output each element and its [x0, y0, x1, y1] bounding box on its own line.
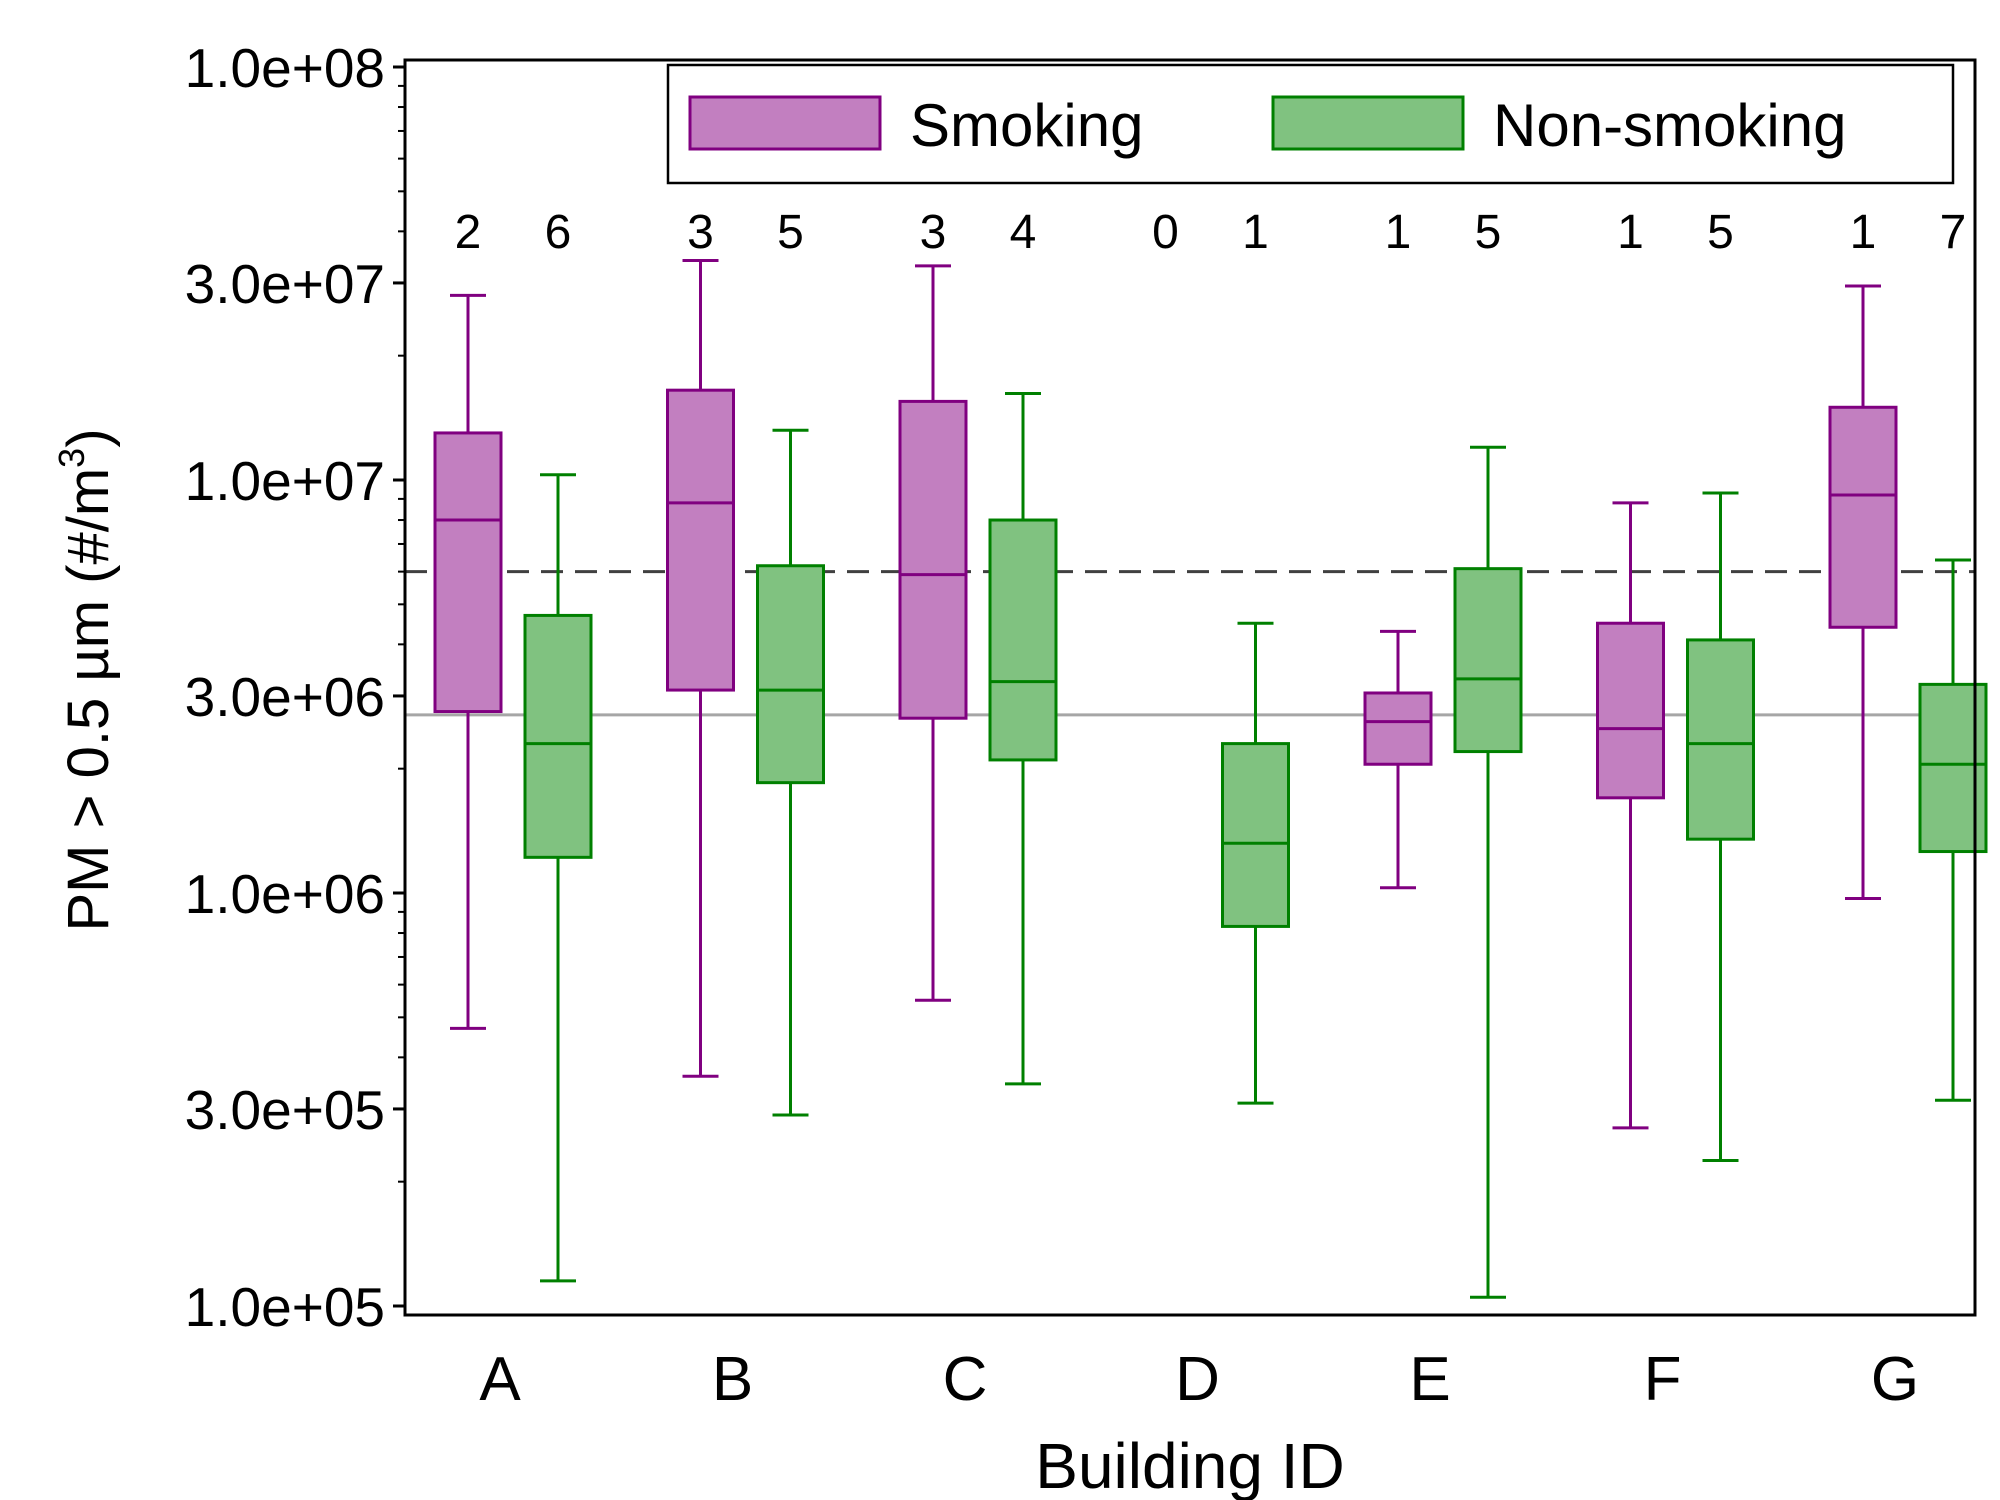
x-tick-label-g: G [1871, 1345, 1919, 1414]
box-smoking-c [898, 264, 968, 1002]
iqr-box [1686, 638, 1755, 841]
iqr-box [1221, 742, 1290, 928]
iqr-box [898, 399, 968, 720]
y-axis-title-main: PM > 0.5 µm (#/m [56, 468, 121, 932]
x-tick-label-e: E [1409, 1345, 1450, 1414]
y-tick-label: 1.0e+08 [185, 37, 385, 99]
iqr-box [433, 431, 503, 714]
x-axis-title: Building ID [1035, 1430, 1345, 1500]
plot-area-frame [403, 58, 1977, 1317]
count-label-smoking-f: 1 [1617, 206, 1644, 259]
box-smoking-b [666, 258, 735, 1078]
y-tick-label: 3.0e+06 [185, 666, 385, 728]
iqr-box [1828, 405, 1898, 629]
count-label-smoking-d: 0 [1152, 206, 1179, 259]
y-tick-label: 3.0e+07 [185, 253, 385, 315]
legend-swatch-smoking [688, 95, 882, 151]
box-smoking-f [1596, 501, 1665, 1130]
x-tick-label-a: A [479, 1345, 521, 1414]
x-tick-label-d: D [1175, 1345, 1220, 1414]
iqr-box [666, 388, 735, 692]
count-label-smoking-e: 1 [1385, 206, 1412, 259]
iqr-box [988, 518, 1058, 762]
count-label-non-smoking-c: 4 [1010, 206, 1037, 259]
box-smoking-e [1363, 629, 1433, 890]
iqr-box [1363, 691, 1433, 766]
y-tick-label: 3.0e+05 [185, 1079, 385, 1141]
legend: Smoking Non-smoking [666, 63, 1955, 185]
y-axis-title-superscript: 3 [51, 448, 92, 468]
x-tick-label-f: F [1644, 1345, 1682, 1414]
y-axis-title-close: ) [56, 428, 121, 447]
count-label-smoking-b: 3 [687, 206, 714, 259]
iqr-box [1453, 567, 1523, 754]
x-tick-label-b: B [712, 1345, 753, 1414]
legend-swatch-non-smoking [1271, 95, 1465, 151]
y-axis-title: PM > 0.5 µm (#/m3) [51, 428, 121, 931]
box-smoking-g [1828, 284, 1898, 900]
box-non-smoking-d [1221, 621, 1290, 1105]
legend-label-non-smoking: Non-smoking [1493, 92, 1846, 159]
x-axis: A B C D E F G [479, 1345, 1919, 1414]
count-label-non-smoking-e: 5 [1475, 206, 1502, 259]
count-label-non-smoking-g: 7 [1940, 206, 1967, 259]
count-label-smoking-a: 2 [455, 206, 482, 259]
count-label-non-smoking-b: 5 [777, 206, 804, 259]
y-tick-label: 1.0e+07 [185, 450, 385, 512]
y-tick-label: 1.0e+05 [185, 1276, 385, 1338]
y-tick-label: 1.0e+06 [185, 863, 385, 925]
x-tick-label-c: C [943, 1345, 988, 1414]
box-non-smoking-b [756, 428, 825, 1117]
iqr-box [1596, 621, 1665, 800]
box-non-smoking-c [988, 391, 1058, 1086]
box-non-smoking-a [523, 473, 593, 1283]
iqr-box [523, 613, 593, 859]
count-label-non-smoking-a: 6 [545, 206, 572, 259]
legend-label-smoking: Smoking [910, 92, 1143, 159]
count-label-non-smoking-f: 5 [1707, 206, 1734, 259]
box-plot-series [433, 258, 1988, 1299]
box-non-smoking-f [1686, 491, 1755, 1163]
box-non-smoking-e [1453, 445, 1523, 1299]
count-label-smoking-g: 1 [1850, 206, 1877, 259]
iqr-box [756, 564, 825, 785]
count-label-smoking-c: 3 [920, 206, 947, 259]
box-smoking-a [433, 293, 503, 1030]
y-axis: 1.0e+05 3.0e+05 1.0e+06 3.0e+06 1.0e+07 3.0e+… [185, 37, 405, 1338]
count-label-non-smoking-d: 1 [1242, 206, 1269, 259]
sample-counts: 2 6 3 5 3 4 0 1 1 5 1 5 1 7 [455, 206, 1967, 259]
